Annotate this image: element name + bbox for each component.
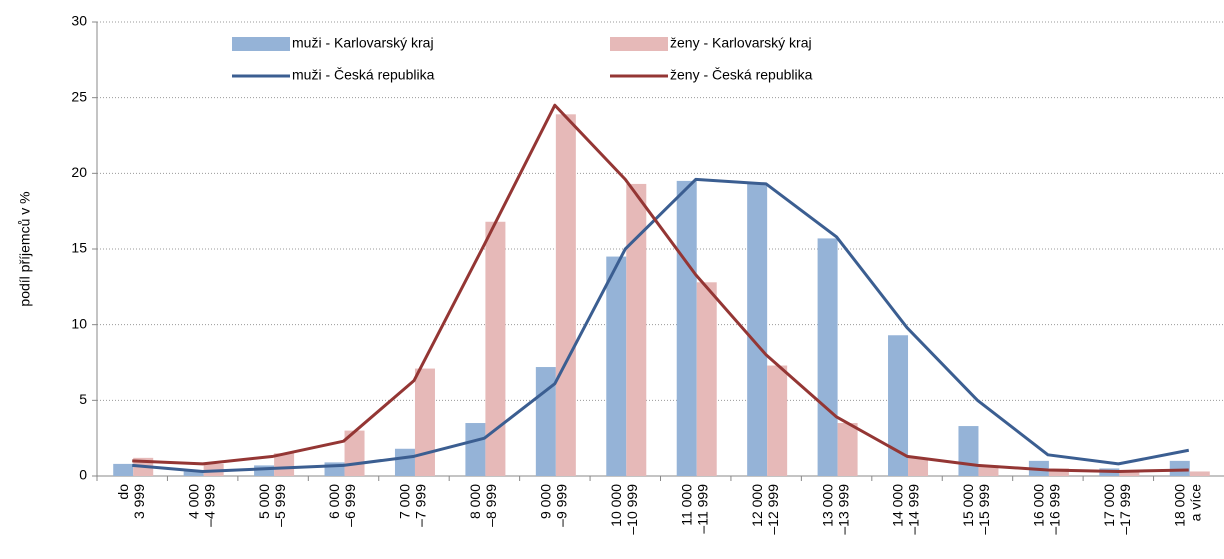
- bar: [626, 183, 647, 476]
- legend-label: ženy - Karlovarský kraj: [670, 35, 812, 51]
- x-tick-label: –13 999: [835, 484, 851, 535]
- x-tick-label: 13 000: [819, 484, 835, 527]
- x-tick-label: 5 000: [256, 484, 272, 519]
- x-tick-label: 9 000: [538, 484, 554, 519]
- x-tick-label: –14 999: [906, 484, 922, 535]
- bar: [555, 114, 576, 477]
- y-tick-label: 30: [71, 13, 87, 29]
- x-tick-label: 12 000: [749, 484, 765, 527]
- x-tick-label: –8 999: [483, 484, 499, 527]
- bar: [837, 423, 858, 476]
- x-tick-label: a více: [1187, 484, 1203, 522]
- y-tick-label: 10: [71, 315, 87, 331]
- bar: [183, 471, 204, 476]
- bar: [606, 256, 627, 476]
- x-tick-label: –15 999: [976, 484, 992, 535]
- bar: [254, 465, 275, 476]
- x-tick-label: –5 999: [272, 484, 288, 527]
- bar: [978, 465, 999, 476]
- bar: [1048, 468, 1069, 476]
- bar: [414, 368, 435, 476]
- x-tick-label: do: [115, 484, 131, 500]
- y-tick-label: 15: [71, 240, 87, 256]
- x-tick-label: –17 999: [1117, 484, 1133, 535]
- y-tick-label: 5: [79, 391, 87, 407]
- x-tick-label: –4 999: [201, 484, 217, 527]
- bar: [958, 426, 979, 476]
- x-tick-label: –16 999: [1047, 484, 1063, 535]
- bar: [113, 463, 134, 476]
- x-tick-label: 6 000: [326, 484, 342, 519]
- bar: [908, 457, 929, 476]
- legend-label: muži - Karlovarský kraj: [292, 35, 434, 51]
- x-tick-label: –12 999: [765, 484, 781, 535]
- x-tick-label: –6 999: [342, 484, 358, 527]
- x-tick-label: –11 999: [694, 484, 710, 534]
- bar: [676, 180, 697, 476]
- x-tick-label: 10 000: [608, 484, 624, 527]
- bar: [1189, 471, 1210, 476]
- x-tick-label: 11 000: [678, 484, 694, 526]
- bar: [817, 238, 838, 476]
- x-tick-label: 4 000: [185, 484, 201, 519]
- bar: [1169, 460, 1190, 476]
- x-tick-label: 17 000: [1101, 484, 1117, 527]
- legend-swatch: [610, 37, 668, 51]
- bar: [485, 221, 506, 476]
- y-tick-label: 0: [79, 467, 87, 483]
- x-tick-label: 18 000: [1171, 484, 1187, 527]
- bar: [465, 423, 486, 476]
- bar: [767, 365, 788, 476]
- legend-label: muži - Česká republika: [292, 67, 435, 83]
- x-tick-label: 15 000: [960, 484, 976, 527]
- x-tick-label: –9 999: [554, 484, 570, 527]
- x-tick-label: 14 000: [890, 484, 906, 527]
- bar: [1119, 471, 1140, 476]
- bar: [888, 335, 909, 476]
- x-tick-label: 3 999: [131, 484, 147, 519]
- x-tick-label: 8 000: [467, 484, 483, 519]
- x-tick-label: –7 999: [413, 484, 429, 527]
- bar: [394, 448, 415, 476]
- bar: [747, 183, 768, 476]
- bar: [274, 453, 295, 476]
- legend-swatch: [232, 37, 290, 51]
- x-tick-label: –10 999: [624, 484, 640, 535]
- x-tick-label: 16 000: [1031, 484, 1047, 527]
- y-tick-label: 20: [71, 164, 87, 180]
- x-tick-label: 7 000: [397, 484, 413, 519]
- bar: [696, 282, 717, 476]
- y-tick-label: 25: [71, 88, 87, 104]
- legend-label: ženy - Česká republika: [670, 67, 813, 83]
- y-axis-label: podíl příjemců v %: [17, 191, 33, 306]
- line: [132, 103, 1189, 473]
- line: [132, 177, 1190, 473]
